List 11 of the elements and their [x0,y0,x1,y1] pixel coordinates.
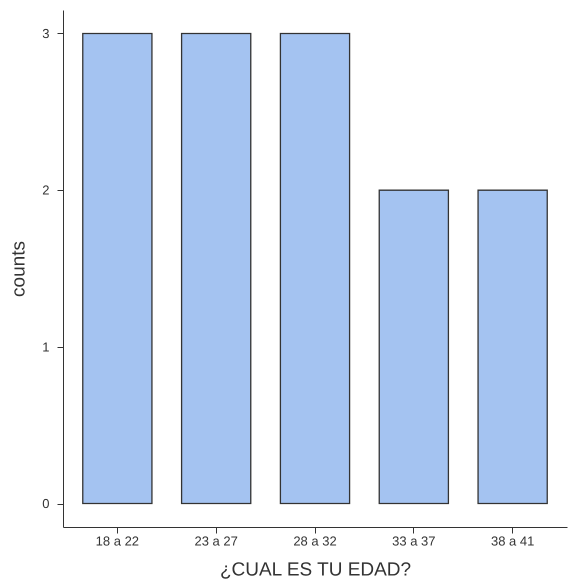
x-tick-label: 28 a 32 [293,534,337,548]
y-tick-label: 0 [42,496,50,511]
x-tick-label: 38 a 41 [490,534,534,548]
x-tick-label: 18 a 22 [96,534,140,548]
y-tick-label: 2 [42,182,50,198]
x-tick-label: 33 a 37 [392,534,436,548]
y-tick-label: 1 [42,339,50,354]
x-axis-title: ¿CUAL ES TU EDAD? [220,560,412,580]
y-tick-label: 3 [42,26,50,41]
x-tick-label: 23 a 27 [194,534,238,548]
y-axis-title: counts [8,241,30,297]
